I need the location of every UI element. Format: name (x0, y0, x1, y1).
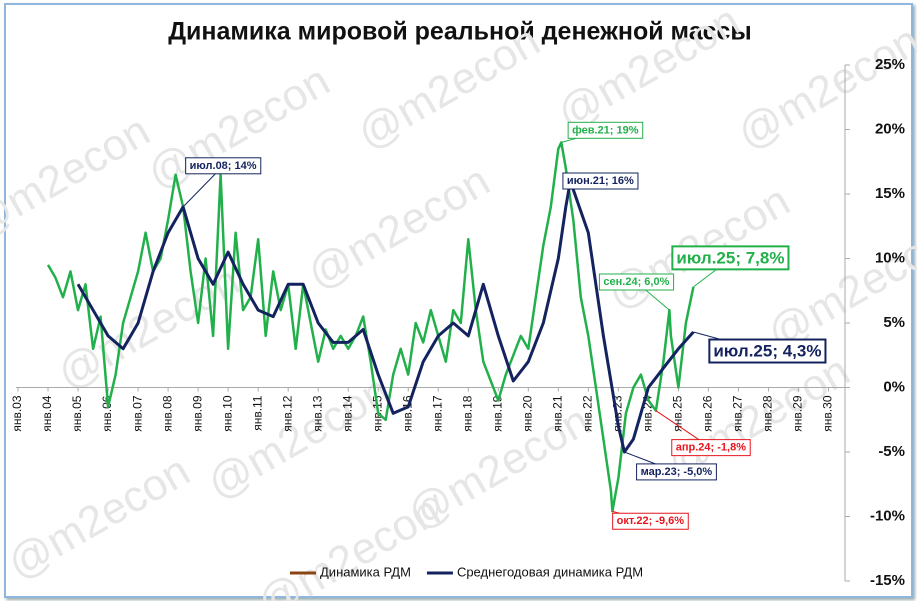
annotation-label: мар.23; -5,0% (641, 466, 713, 478)
watermark: @m2econ (139, 56, 338, 199)
x-tick-label: янв.09 (190, 395, 204, 432)
x-tick-label: янв.12 (280, 395, 294, 432)
y-tick-label: 15% (875, 185, 905, 202)
annotation: июл.08; 14% (182, 157, 262, 208)
x-tick-label: янв.14 (340, 395, 354, 432)
x-tick-label: янв.29 (791, 395, 805, 432)
annotation: июн.21; 16% (562, 172, 639, 190)
annotation-box (671, 439, 751, 457)
x-tick-label: янв.13 (310, 395, 324, 432)
annotation-box (598, 273, 675, 291)
legend-label: Динамика РДМ (320, 564, 411, 579)
y-tick-label: -5% (878, 443, 905, 460)
x-tick-label: янв.08 (160, 395, 174, 432)
watermark: @m2econ (0, 106, 158, 249)
y-tick-label: -10% (870, 507, 905, 524)
x-tick-label: янв.20 (520, 395, 534, 432)
annotation-box (185, 157, 262, 175)
annotation-label: окт.22; -9,6% (617, 515, 685, 527)
annotation: апр.24; -1,8% (655, 410, 751, 457)
x-tick-label: янв.25 (671, 395, 685, 432)
annotation-box (636, 463, 717, 481)
annotation-box (671, 245, 790, 271)
x-tick-label: янв.04 (40, 395, 54, 432)
y-tick-label: 5% (883, 314, 905, 331)
watermark: @m2econ (759, 216, 917, 359)
annotation-label: сен.24; 6,0% (603, 276, 669, 288)
watermark: @m2econ (49, 256, 248, 399)
annotation-label: июн.21; 16% (567, 175, 634, 187)
annotation-box (562, 172, 639, 190)
annotation: фев.21; 19% (561, 121, 644, 143)
x-tick-label: янв.11 (250, 395, 264, 431)
x-tick-label: янв.05 (70, 395, 84, 432)
chart-title: Динамика мировой реальной денежной массы (168, 18, 752, 46)
x-tick-label: янв.16 (400, 395, 414, 432)
y-tick-label: 0% (883, 378, 905, 395)
annotation-box (708, 338, 827, 364)
legend-label: Среднегодовая динамика РДМ (457, 564, 643, 579)
chart-frame (4, 3, 913, 598)
annotation-box (612, 512, 689, 530)
y-tick-label: 25% (875, 56, 905, 73)
annotation-label: июл.25; 7,8% (676, 248, 784, 267)
watermark: @m2econ (0, 446, 198, 589)
annotation-label: июл.08; 14% (190, 160, 257, 172)
x-tick-label: янв.07 (130, 395, 144, 432)
x-tick-label: янв.17 (430, 395, 444, 432)
x-tick-label: янв.21 (551, 395, 565, 432)
annotation: окт.22; -9,6% (612, 510, 689, 530)
annotation-label: июл.25; 4,3% (713, 342, 821, 361)
x-tick-label: янв.22 (581, 395, 595, 432)
x-tick-label: янв.30 (821, 395, 835, 432)
annotation-label: апр.24; -1,8% (676, 442, 746, 454)
x-tick-label: янв.27 (731, 395, 745, 432)
annotation: июл.25; 7,8% (671, 245, 790, 288)
annotation: мар.23; -5,0% (624, 451, 717, 481)
x-tick-label: янв.10 (220, 395, 234, 432)
series-line (46, 141, 695, 513)
x-tick-label: янв.28 (761, 395, 775, 432)
x-tick-label: янв.03 (10, 395, 24, 432)
x-tick-label: янв.19 (490, 395, 504, 432)
x-tick-label: янв.18 (460, 395, 474, 432)
annotation-box (567, 121, 644, 139)
series-line (76, 179, 695, 454)
watermark: @m2econ (249, 486, 448, 601)
y-tick-label: 20% (875, 120, 905, 137)
y-tick-label: 10% (875, 249, 905, 266)
annotation-label: фев.21; 19% (572, 124, 639, 136)
annotation: июл.25; 4,3% (693, 331, 827, 364)
watermark: @m2econ (299, 156, 498, 299)
x-tick-label: янв.26 (701, 395, 715, 432)
watermark: @m2econ (729, 16, 917, 159)
y-tick-label: -15% (870, 572, 905, 589)
x-tick-label: янв.06 (100, 395, 114, 432)
annotation: сен.24; 6,0% (598, 273, 675, 311)
